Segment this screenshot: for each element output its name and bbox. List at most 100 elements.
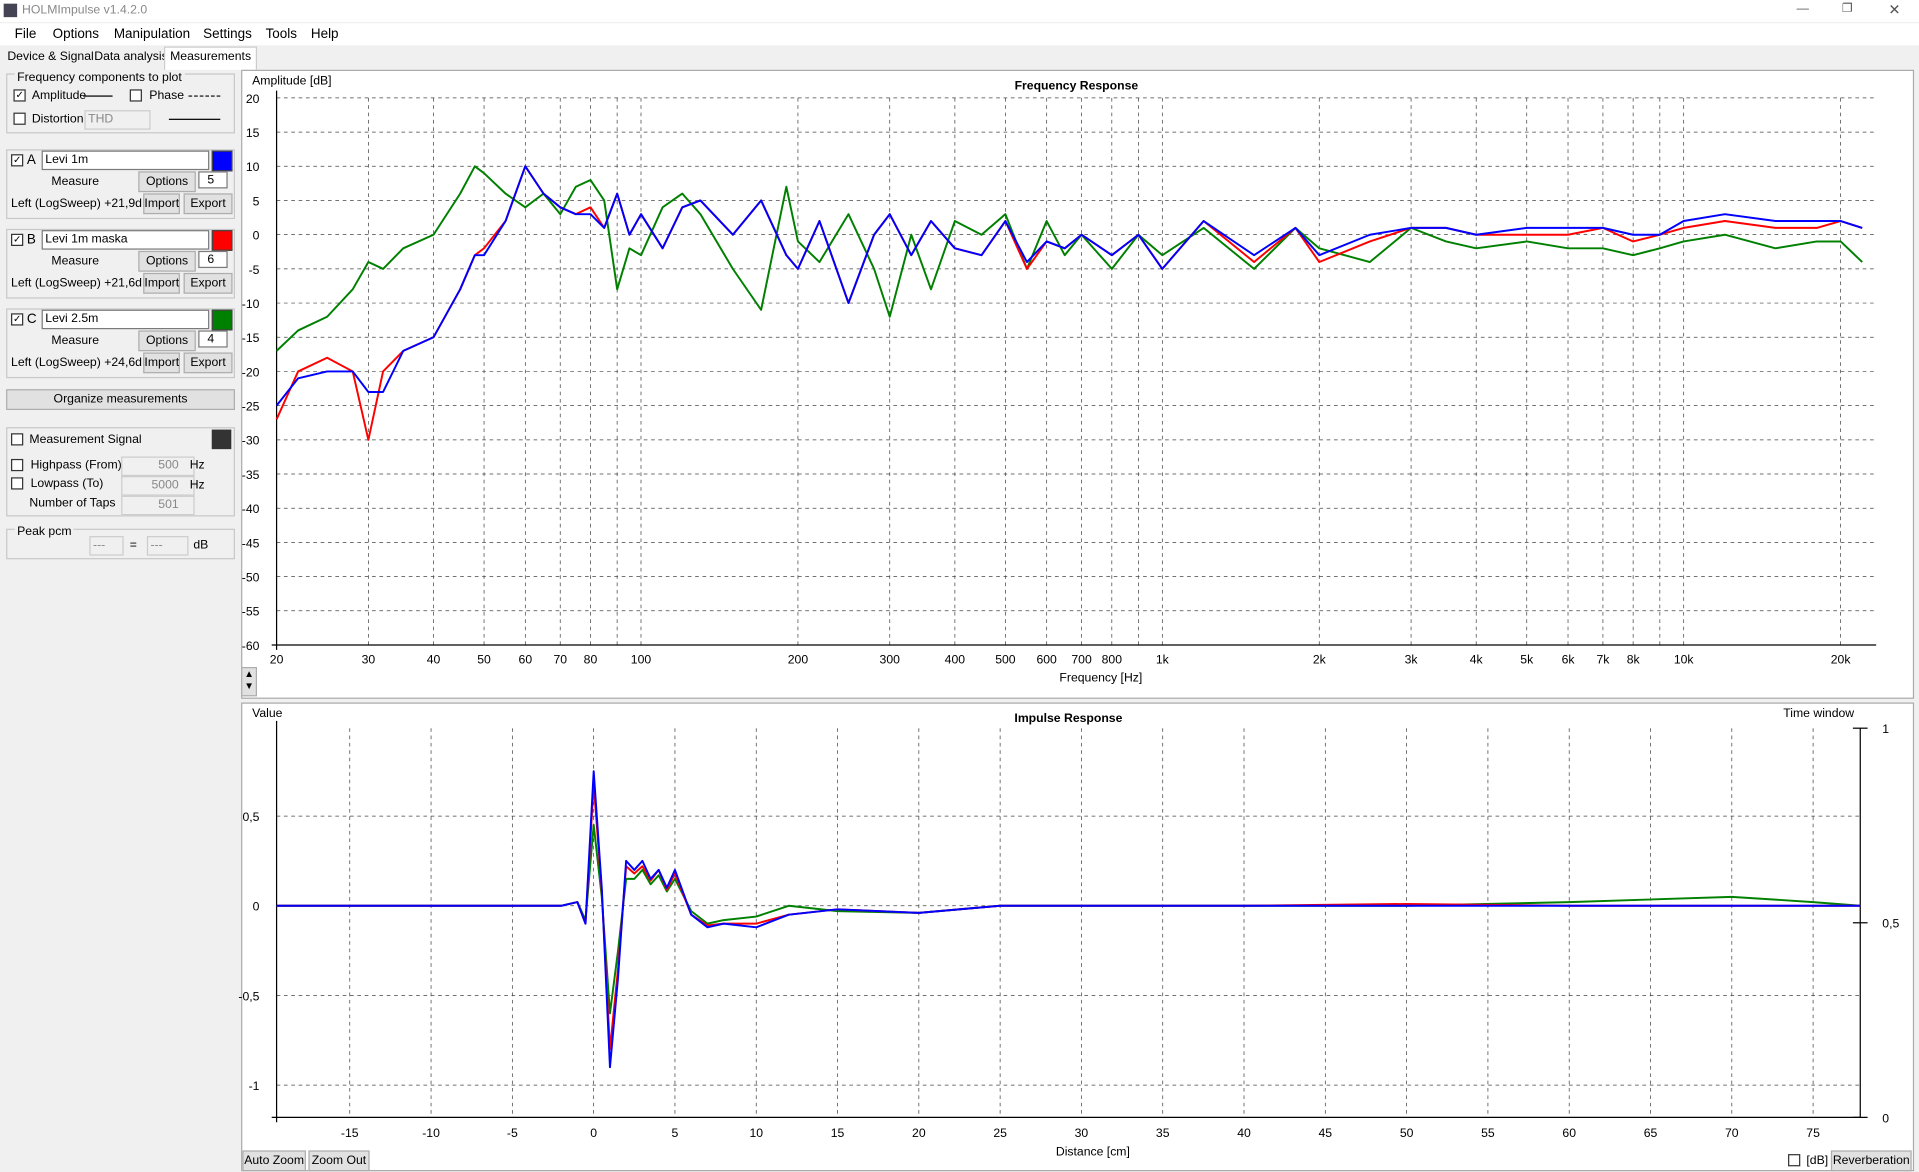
menu-item[interactable]: Tools [265,26,298,42]
checkbox[interactable]: ✓ [11,313,24,326]
minimize[interactable]: — [1796,2,1809,16]
y-tick-label: 0,5 [242,810,259,824]
y2-axis-label: Time window [1783,706,1854,720]
unit: Hz [189,478,205,492]
menu-item[interactable]: Help [310,26,339,42]
line-style [168,118,221,120]
checkbox[interactable] [11,433,24,446]
export-button[interactable]: Export [183,272,233,294]
measurement-name[interactable]: Levi 2.5m [41,309,210,330]
measurement-group [6,228,235,299]
signal-group [6,427,235,517]
x-tick-label: 400 [945,652,966,666]
y-tick-label: 10 [246,160,260,174]
smoothing-spin[interactable]: 4 [198,330,228,348]
x-tick-label: 70 [553,652,567,666]
import-button[interactable]: Import [143,193,180,215]
color-swatch[interactable] [211,150,233,172]
spin-field[interactable]: 500 [121,456,195,477]
import-button[interactable]: Import [143,272,180,294]
checkbox[interactable] [129,89,142,102]
organize-button[interactable]: Organize measurements [6,389,235,410]
checkbox[interactable]: ✓ [13,89,26,102]
label: Measure [51,334,100,348]
group-title: Frequency components to plot [14,70,185,85]
splitter-button[interactable]: ▲ ▼ [241,666,258,697]
menu-item[interactable]: File [14,26,37,42]
x-tick-label: 30 [1075,1126,1089,1140]
menu-item[interactable]: Manipulation [113,26,191,42]
measurement-name[interactable]: Levi 1m maska [41,230,210,250]
x-tick-label: 8k [1627,652,1641,666]
series-line [276,824,1861,1015]
smoothing-spin[interactable]: 5 [198,171,228,189]
label: Lowpass (To) [30,477,104,491]
spin-field[interactable]: 5000 [121,476,195,496]
x-tick-label: 20 [270,652,284,666]
y-tick-label: -30 [242,434,260,448]
import-button[interactable]: Import [143,352,180,374]
y-tick-label: 0 [253,229,260,243]
y-tick-label: -35 [242,468,260,482]
spin-field[interactable]: 501 [121,495,195,516]
x-tick-label: 600 [1036,652,1057,666]
menu-item[interactable]: Settings [203,26,252,42]
smoothing-spin[interactable]: 6 [198,250,228,269]
label: Measure [51,254,100,269]
y2-tick-label: 1 [1882,722,1889,736]
close[interactable]: ✕ [1888,1,1901,19]
x-tick-label: 70 [1725,1126,1739,1140]
tab[interactable]: Data analysis [94,50,168,64]
checkbox[interactable] [1788,1154,1801,1167]
x-tick-label: 75 [1806,1126,1820,1140]
dropdown[interactable]: THD [84,110,151,130]
zoom-out-button[interactable]: Zoom Out [308,1150,370,1172]
tab[interactable]: Device & Signal [7,50,94,64]
y-tick-label: -25 [242,400,260,414]
checkbox[interactable]: ✓ [11,233,24,246]
menu-item[interactable]: Options [52,26,100,42]
reverberation-button[interactable]: Reverberation [1830,1150,1912,1172]
x-tick-label: 7k [1596,652,1610,666]
measurement-name[interactable]: Levi 1m [41,150,210,171]
checkbox[interactable]: ✓ [11,154,24,167]
info: Left (LogSweep) +24,6dB [11,356,151,370]
label: Highpass (From) [30,458,122,473]
color-swatch[interactable] [211,309,233,331]
checkbox[interactable] [11,477,24,490]
series-line [276,782,1861,1051]
x-tick-label: 2k [1313,652,1327,666]
menu-bar [0,23,1919,46]
peak-group [6,528,235,560]
label: Distortion [31,112,84,127]
x-tick-label: -5 [507,1126,518,1140]
letter: A [26,152,36,168]
y-tick-label: -15 [242,331,260,345]
x-tick-label: 20 [912,1126,926,1140]
auto-zoom-button[interactable]: Auto Zoom [242,1150,306,1172]
tab-active[interactable]: Measurements [163,46,258,70]
app-icon [3,3,18,18]
export-button[interactable]: Export [183,193,233,215]
measurement-group [6,149,235,220]
options-button[interactable]: Options [138,171,196,193]
checkbox[interactable] [11,458,24,472]
color-swatch[interactable] [211,230,233,251]
options-button[interactable]: Options [138,250,196,272]
unit: Hz [189,458,205,473]
field: --- [89,536,124,556]
window-title: HOLMImpulse v1.4.2.0 [22,3,148,18]
x-tick-label: 50 [1400,1126,1414,1140]
y-tick-label: -40 [242,502,260,516]
checkbox[interactable] [13,112,26,125]
group-title: Peak pcm [14,525,75,539]
export-button[interactable]: Export [183,352,233,374]
series-line [275,165,1863,407]
x-tick-label: 60 [1562,1126,1576,1140]
color-swatch[interactable] [211,429,232,450]
x-tick-label: 10 [749,1126,763,1140]
maximize[interactable]: ❐ [1841,2,1853,16]
options-button[interactable]: Options [138,330,196,352]
line-style [83,95,113,97]
label: [dB] [1806,1154,1829,1168]
